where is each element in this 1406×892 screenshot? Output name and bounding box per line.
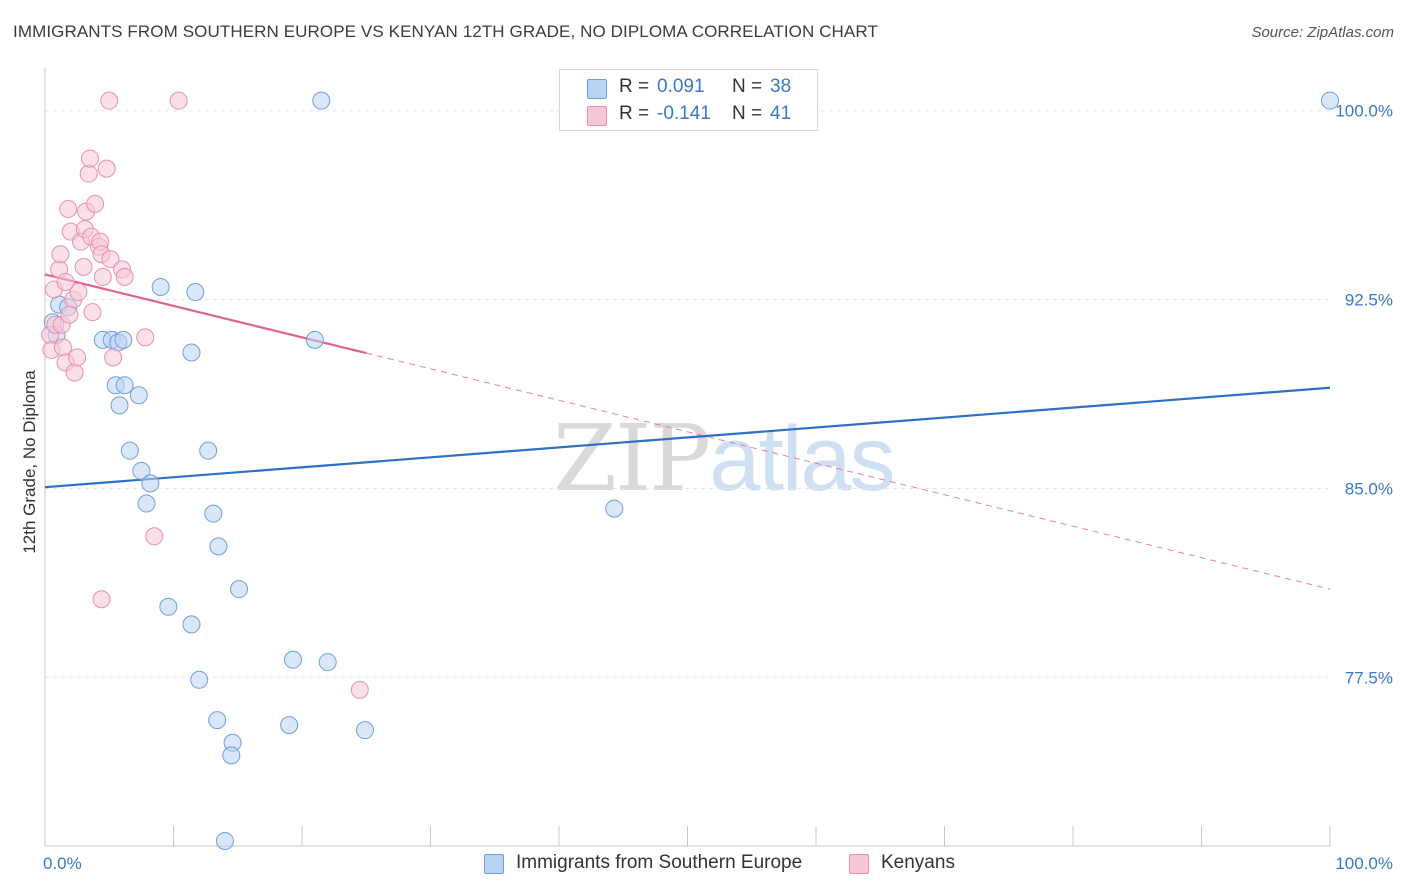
source-label: Source: ZipAtlas.com	[1251, 24, 1394, 41]
point-kenyans	[136, 328, 155, 347]
data-points	[41, 91, 1339, 850]
point-southern-europe	[215, 831, 234, 850]
point-kenyans	[92, 590, 111, 609]
point-southern-europe	[284, 650, 303, 669]
point-kenyans	[56, 272, 75, 291]
point-southern-europe	[151, 277, 170, 296]
point-kenyans	[86, 194, 105, 213]
point-southern-europe	[605, 499, 624, 518]
axes	[44, 68, 1331, 847]
chart-title: IMMIGRANTS FROM SOUTHERN EUROPE VS KENYA…	[13, 22, 878, 41]
tick-labels: 77.5% 85.0% 92.5% 100.0% 0.0% 100.0% 12th Grad…	[20, 102, 1393, 873]
point-kenyans	[51, 245, 70, 264]
point-southern-europe	[280, 716, 299, 735]
point-southern-europe	[141, 474, 160, 493]
point-kenyans	[93, 267, 112, 286]
point-southern-europe	[230, 580, 249, 599]
legend-r-value: -0.141	[657, 103, 711, 124]
point-southern-europe	[114, 330, 133, 349]
trend-line-dashed	[366, 352, 1331, 590]
point-kenyans	[59, 199, 78, 218]
point-kenyans	[83, 303, 102, 322]
point-southern-europe	[190, 670, 209, 689]
x-tick-label-min: 0.0%	[43, 854, 82, 873]
correlation-legend: R = 0.091 N = 38 R = -0.141 N = 41	[559, 69, 818, 131]
point-southern-europe	[115, 376, 134, 395]
point-kenyans	[145, 527, 164, 546]
point-southern-europe	[305, 330, 324, 349]
point-southern-europe	[199, 441, 218, 460]
legend-r-value: 0.091	[657, 76, 705, 97]
legend-n-value: 41	[770, 103, 792, 124]
point-southern-europe	[1321, 91, 1339, 110]
point-kenyans	[169, 91, 188, 110]
point-southern-europe	[132, 461, 151, 480]
legend-n-label: N =	[732, 103, 763, 124]
bottom-legend-label: Kenyans	[881, 852, 955, 873]
legend-swatch-blue	[587, 79, 607, 99]
y-tick-label: 92.5%	[1345, 291, 1393, 310]
point-southern-europe	[318, 653, 337, 672]
point-southern-europe	[159, 597, 178, 616]
point-kenyans	[60, 305, 79, 324]
trend-line-solid	[44, 386, 1331, 489]
point-kenyans	[79, 164, 98, 183]
point-southern-europe	[182, 343, 201, 362]
legend-swatch-pink	[587, 106, 607, 126]
y-axis-title: 12th Grade, No Diploma	[20, 370, 39, 554]
point-southern-europe	[129, 386, 148, 405]
point-kenyans	[69, 283, 88, 302]
point-kenyans	[115, 267, 134, 286]
point-kenyans	[68, 348, 87, 367]
legend-r-label: R =	[619, 76, 650, 97]
point-kenyans	[101, 250, 120, 269]
point-kenyans	[80, 149, 99, 168]
point-southern-europe	[182, 615, 201, 634]
point-kenyans	[100, 91, 119, 110]
point-kenyans	[350, 680, 369, 699]
x-tick-label-max: 100.0%	[1335, 854, 1393, 873]
watermark-atlas: atlas	[709, 408, 895, 510]
point-southern-europe	[312, 91, 331, 110]
point-southern-europe	[209, 537, 228, 556]
point-southern-europe	[204, 504, 223, 523]
legend-n-value: 38	[770, 76, 792, 97]
legend-r-label: R =	[619, 103, 650, 124]
point-kenyans	[97, 159, 116, 178]
point-southern-europe	[120, 441, 139, 460]
point-southern-europe	[222, 746, 241, 765]
y-tick-label: 85.0%	[1345, 479, 1393, 498]
watermark: ZIPatlas	[553, 405, 896, 512]
y-tick-label: 100.0%	[1335, 102, 1393, 121]
bottom-legend-swatch-blue	[484, 854, 504, 874]
point-southern-europe	[208, 711, 227, 730]
trend-lines	[44, 273, 1331, 590]
point-kenyans	[65, 363, 84, 382]
bottom-legend-label: Immigrants from Southern Europe	[516, 852, 803, 873]
point-kenyans	[53, 338, 72, 357]
bottom-legend-swatch-pink	[849, 854, 869, 874]
y-tick-label: 77.5%	[1345, 668, 1393, 687]
point-southern-europe	[110, 396, 129, 415]
point-southern-europe	[137, 494, 156, 513]
point-kenyans	[74, 257, 93, 276]
legend-n-label: N =	[732, 76, 763, 97]
point-kenyans	[104, 348, 123, 367]
point-southern-europe	[355, 721, 374, 740]
watermark-zip: ZIP	[553, 405, 711, 512]
point-southern-europe	[186, 283, 205, 302]
